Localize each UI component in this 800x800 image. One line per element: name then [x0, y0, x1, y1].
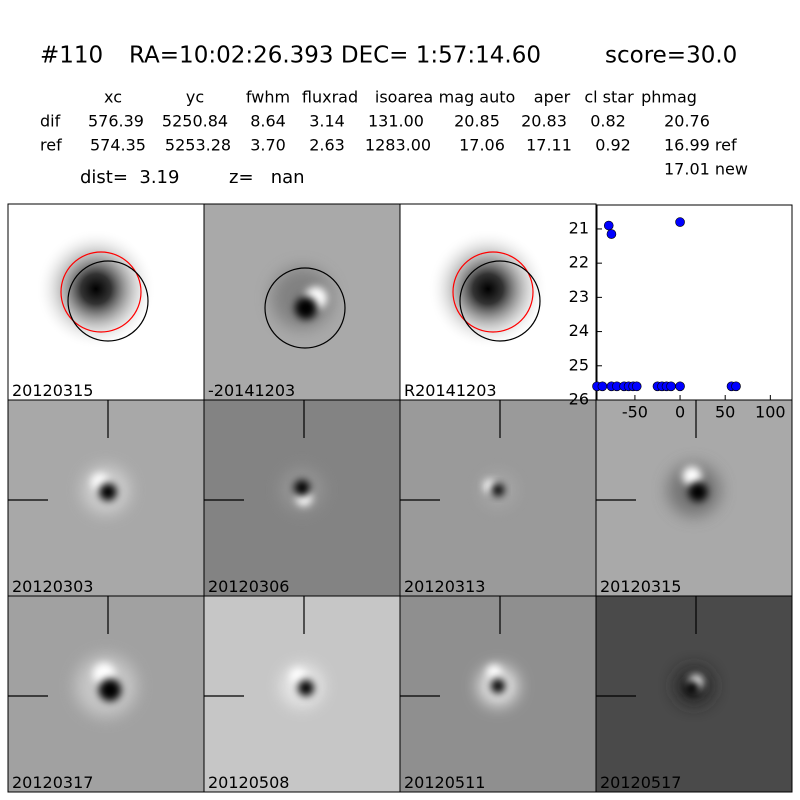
aperture-black — [459, 260, 541, 342]
column-header: yc — [186, 88, 204, 107]
table-cell: 574.35 — [90, 136, 146, 155]
point — [603, 220, 614, 231]
column-header: aper — [534, 88, 571, 107]
table-cell: 3.14 — [309, 112, 345, 131]
point — [731, 381, 741, 392]
column-header: fluxrad — [302, 88, 358, 107]
table-cell: 17.06 — [459, 136, 505, 155]
y-tick-label: 25 — [569, 355, 589, 374]
bright-lobe — [290, 668, 306, 684]
dark-lobe — [684, 680, 700, 696]
score: score=30.0 — [605, 43, 737, 69]
column-header: mag auto — [439, 88, 516, 107]
x-tick-label: 100 — [755, 403, 786, 422]
point — [631, 381, 642, 392]
dark-lobe — [294, 296, 318, 320]
x-tick-label: 50 — [715, 403, 735, 422]
table-cell: 0.92 — [595, 136, 631, 155]
y-tick-label: 26 — [569, 390, 589, 409]
panel-label: 20120303 — [12, 577, 93, 596]
extra-mag: 17.01 new — [664, 160, 748, 179]
dark-lobe — [294, 480, 310, 496]
point — [675, 381, 685, 392]
table-cell: 5250.84 — [162, 112, 228, 131]
column-header: fwhm — [246, 88, 290, 107]
dark-lobe — [298, 680, 314, 696]
table-cell: 576.39 — [88, 112, 144, 131]
star-blob — [428, 229, 548, 349]
dist: dist= 3.19 — [80, 167, 179, 188]
table-cell: 17.11 — [526, 136, 572, 155]
table-cell: 8.64 — [250, 112, 286, 131]
panel-label: 20120508 — [208, 773, 289, 792]
y-tick-label: 24 — [569, 321, 589, 340]
panel-label: 20120317 — [12, 773, 93, 792]
x-tick-label: 0 — [675, 403, 685, 422]
column-header: isoarea — [375, 88, 433, 107]
star-blob — [36, 229, 156, 349]
table-cell: ref — [40, 136, 62, 155]
point — [606, 229, 617, 239]
bright-lobe — [486, 664, 502, 680]
aperture-red — [452, 251, 534, 333]
table-cell: 2.63 — [309, 136, 345, 155]
coordinates: RA=10:02:26.393 DEC= 1:57:14.60 — [129, 43, 541, 69]
table-cell: 16.99 ref — [664, 136, 737, 155]
redshift: z= nan — [229, 167, 305, 188]
point — [675, 217, 685, 227]
column-header: cl star — [584, 88, 634, 107]
y-tick-label: 23 — [569, 287, 589, 306]
table-cell: 1283.00 — [365, 136, 431, 155]
dark-lobe — [688, 482, 708, 502]
bright-lobe — [682, 466, 702, 486]
aperture-black — [67, 260, 149, 342]
dark-lobe — [491, 483, 505, 497]
panel-label: R20141203 — [404, 381, 497, 400]
panel-label: 20120306 — [208, 577, 289, 596]
dark-lobe — [98, 678, 122, 702]
point — [597, 381, 608, 392]
column-header: phmag — [641, 88, 697, 107]
table-cell: 3.70 — [250, 136, 286, 155]
aperture-red — [60, 251, 142, 333]
table-cell: 0.82 — [590, 112, 626, 131]
dark-lobe — [490, 678, 506, 694]
panel-label: 20120315 — [600, 577, 681, 596]
point — [666, 381, 676, 392]
table-cell: 20.85 — [454, 112, 500, 131]
table-cell: 5253.28 — [165, 136, 231, 155]
x-tick-label: -50 — [622, 403, 648, 422]
table-cell: 20.83 — [521, 112, 567, 131]
table-cell: dif — [40, 112, 61, 131]
panel-label: 20120511 — [404, 773, 485, 792]
object-id: #110 — [40, 43, 103, 69]
column-header: xc — [104, 88, 122, 107]
table-cell: 20.76 — [664, 112, 710, 131]
plot-area — [596, 204, 793, 401]
panel-label: 20120517 — [600, 773, 681, 792]
y-tick-label: 21 — [569, 218, 589, 237]
panel-label: -20141203 — [208, 381, 295, 400]
panel-label: 20120313 — [404, 577, 485, 596]
panel-label: 20120315 — [12, 381, 93, 400]
y-tick-label: 22 — [569, 253, 589, 272]
aperture-black — [264, 267, 346, 349]
table-cell: 131.00 — [368, 112, 424, 131]
dark-lobe — [99, 483, 117, 501]
